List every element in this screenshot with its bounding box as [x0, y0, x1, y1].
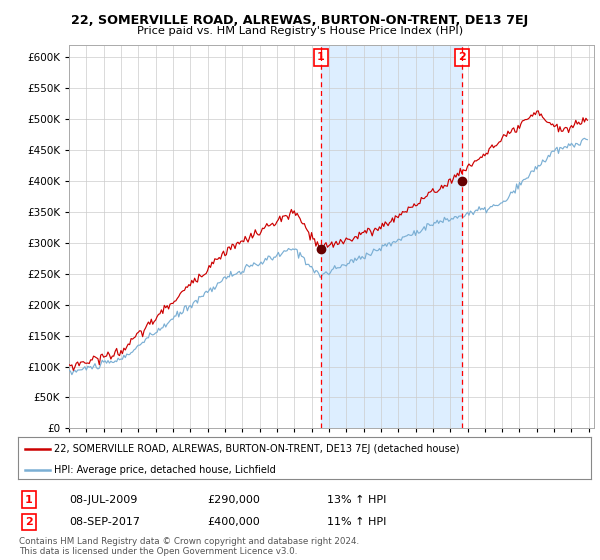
Text: £290,000: £290,000 [207, 494, 260, 505]
Text: 08-SEP-2017: 08-SEP-2017 [69, 517, 140, 527]
Text: 2: 2 [25, 517, 32, 527]
Text: 1: 1 [25, 494, 32, 505]
Bar [321, 45, 462, 428]
Text: 22, SOMERVILLE ROAD, ALREWAS, BURTON-ON-TRENT, DE13 7EJ (detached house): 22, SOMERVILLE ROAD, ALREWAS, BURTON-ON-… [53, 444, 459, 454]
Text: This data is licensed under the Open Government Licence v3.0.: This data is licensed under the Open Gov… [19, 547, 298, 556]
Text: HPI: Average price, detached house, Lichfield: HPI: Average price, detached house, Lich… [53, 465, 275, 474]
Text: £400,000: £400,000 [207, 517, 260, 527]
Text: 22, SOMERVILLE ROAD, ALREWAS, BURTON-ON-TRENT, DE13 7EJ: 22, SOMERVILLE ROAD, ALREWAS, BURTON-ON-… [71, 14, 529, 27]
Text: Price paid vs. HM Land Registry's House Price Index (HPI): Price paid vs. HM Land Registry's House … [137, 26, 463, 36]
Text: Contains HM Land Registry data © Crown copyright and database right 2024.: Contains HM Land Registry data © Crown c… [19, 537, 359, 546]
Text: 13% ↑ HPI: 13% ↑ HPI [327, 494, 386, 505]
Text: 1: 1 [317, 53, 325, 63]
Text: 2: 2 [458, 53, 466, 63]
Text: 11% ↑ HPI: 11% ↑ HPI [327, 517, 386, 527]
Text: 08-JUL-2009: 08-JUL-2009 [69, 494, 137, 505]
